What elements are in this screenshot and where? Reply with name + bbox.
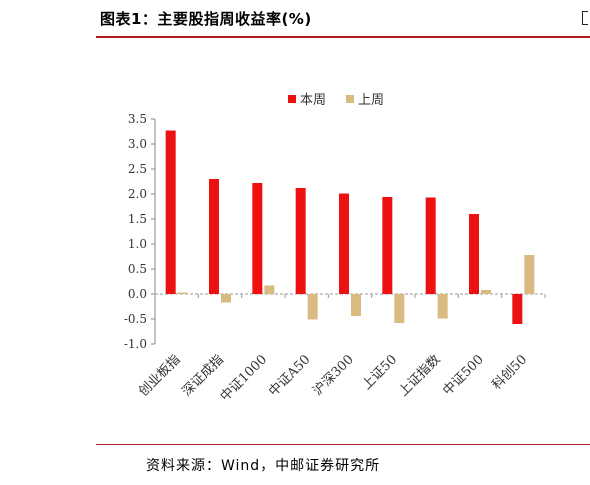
x-tick-label: 创业板指 (136, 352, 183, 399)
bar-this-week (295, 188, 306, 294)
x-tick-label: 中证1000 (218, 352, 270, 404)
bar-last-week (307, 294, 318, 320)
bar-last-week (437, 294, 448, 319)
bar-last-week (524, 255, 535, 294)
bar-last-week (351, 294, 361, 316)
legend-label: 本周 (300, 93, 326, 108)
legend-swatch (288, 95, 296, 103)
x-tick-label: 上证50 (359, 352, 400, 393)
chart-title: 图表1：主要股指周收益率(%) (100, 10, 312, 28)
x-tick-label: 中证A50 (266, 352, 313, 399)
footer-divider (96, 444, 590, 445)
y-tick-label: -0.5 (124, 312, 147, 326)
bar-this-week (252, 183, 263, 294)
y-tick-label: -1.0 (124, 337, 147, 351)
legend-swatch (346, 95, 354, 103)
x-tick-label: 中证500 (440, 352, 487, 399)
y-tick-label: 3.0 (128, 137, 147, 151)
bar-last-week (264, 285, 275, 294)
bar-this-week (209, 179, 219, 294)
header-divider (96, 36, 590, 38)
y-tick-label: 0.5 (128, 262, 147, 276)
bar-last-week (177, 292, 188, 294)
source-note: 资料来源：Wind，中邮证券研究所 (146, 458, 381, 474)
bar-this-week (382, 197, 393, 294)
bar-last-week (394, 294, 405, 323)
bar-last-week (481, 290, 491, 294)
legend-label: 上周 (358, 93, 384, 108)
x-tick-label: 上证指数 (396, 352, 443, 399)
y-tick-label: 3.5 (128, 112, 147, 126)
y-tick-label: 2.0 (128, 187, 147, 201)
bar-this-week (512, 294, 523, 324)
y-tick-label: 0.0 (128, 287, 147, 301)
y-tick-label: 1.0 (128, 237, 147, 251)
y-tick-label: 2.5 (128, 162, 147, 176)
bar-this-week (425, 197, 436, 294)
bar-this-week (469, 214, 479, 294)
bracket-icon (582, 11, 588, 25)
bar-last-week (221, 294, 231, 303)
bar-this-week (339, 193, 349, 294)
y-tick-label: 1.5 (128, 212, 147, 226)
bar-this-week (165, 130, 176, 294)
x-tick-label: 沪深300 (310, 352, 357, 399)
x-tick-label: 科创50 (489, 352, 530, 393)
bar-chart: -1.0-0.50.00.51.01.52.02.53.03.5创业板指深证成指… (124, 93, 546, 405)
